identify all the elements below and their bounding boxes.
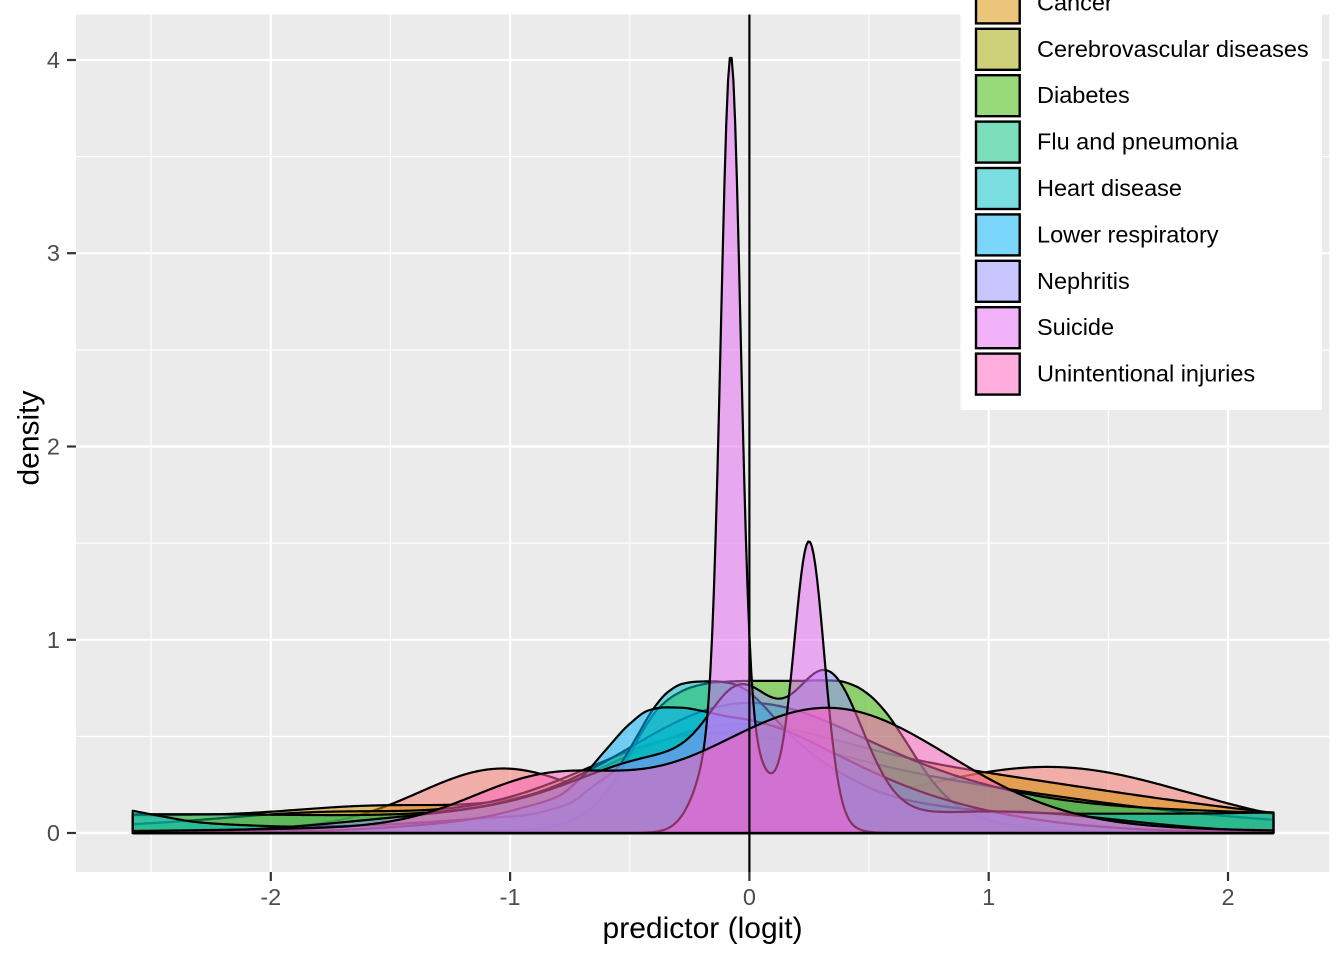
svg-text:1: 1 xyxy=(47,627,60,653)
svg-text:density: density xyxy=(13,390,46,485)
svg-text:-2: -2 xyxy=(260,884,281,910)
svg-text:2: 2 xyxy=(1221,884,1234,910)
svg-text:Cancer: Cancer xyxy=(1037,0,1113,15)
svg-text:-1: -1 xyxy=(500,884,521,910)
svg-text:predictor (logit): predictor (logit) xyxy=(603,912,803,945)
svg-text:Cerebrovascular diseases: Cerebrovascular diseases xyxy=(1037,36,1309,62)
svg-text:Lower respiratory: Lower respiratory xyxy=(1037,221,1219,247)
svg-text:0: 0 xyxy=(47,820,60,846)
svg-text:Heart disease: Heart disease xyxy=(1037,175,1182,201)
svg-text:0: 0 xyxy=(743,884,756,910)
svg-text:Flu and pneumonia: Flu and pneumonia xyxy=(1037,129,1239,155)
svg-text:Nephritis: Nephritis xyxy=(1037,268,1130,294)
svg-text:4: 4 xyxy=(47,47,60,73)
svg-text:Diabetes: Diabetes xyxy=(1037,82,1130,108)
svg-text:2: 2 xyxy=(47,434,60,460)
svg-text:Suicide: Suicide xyxy=(1037,314,1114,340)
svg-text:1: 1 xyxy=(982,884,995,910)
svg-text:3: 3 xyxy=(47,240,60,266)
svg-text:Unintentional injuries: Unintentional injuries xyxy=(1037,361,1255,387)
